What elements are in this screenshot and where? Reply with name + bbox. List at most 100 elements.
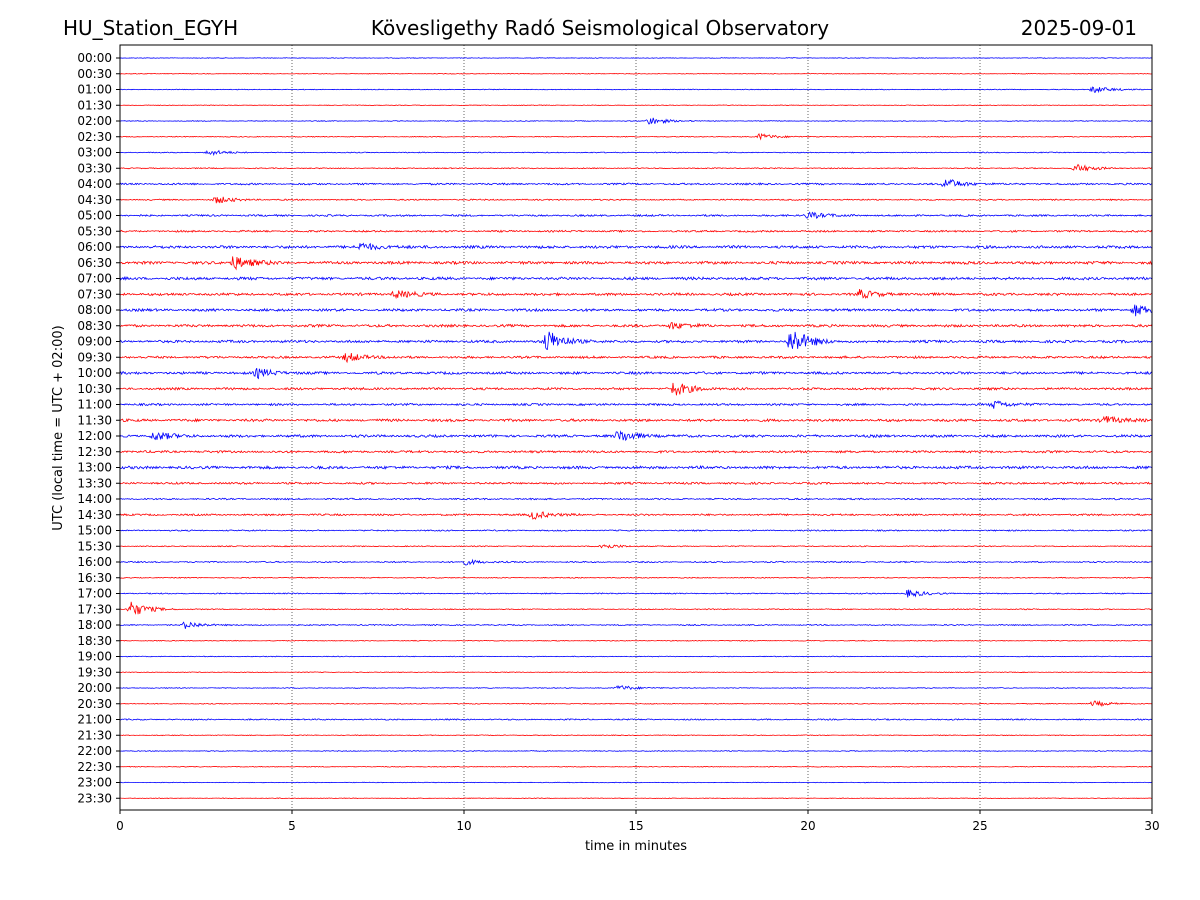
trace-0530 bbox=[119, 229, 1153, 234]
y-axis-label: UTC (local time = UTC + 02:00) bbox=[51, 325, 66, 530]
trace-1000 bbox=[119, 367, 1153, 380]
trace-1800 bbox=[119, 621, 1153, 629]
trace-0830 bbox=[119, 321, 1153, 330]
trace-2330 bbox=[119, 797, 1153, 800]
y-tick-label: 18:30 bbox=[77, 634, 112, 648]
trace-0700 bbox=[119, 276, 1153, 282]
y-tick-label: 04:00 bbox=[77, 177, 112, 191]
y-tick-label: 15:30 bbox=[77, 539, 112, 553]
trace-1600 bbox=[119, 558, 1153, 566]
y-tick-label: 05:30 bbox=[77, 224, 112, 238]
y-tick-label: 06:30 bbox=[77, 256, 112, 270]
trace-1500 bbox=[119, 529, 1153, 532]
trace-0030 bbox=[119, 72, 1153, 75]
x-tick-label: 25 bbox=[972, 819, 987, 833]
trace-2230 bbox=[119, 765, 1153, 768]
trace-2030 bbox=[119, 700, 1153, 707]
y-tick-label: 14:00 bbox=[77, 492, 112, 506]
grid-lines bbox=[291, 45, 981, 810]
seismic-traces bbox=[119, 57, 1153, 800]
y-tick-label: 16:00 bbox=[77, 555, 112, 569]
x-axis-label: time in minutes bbox=[585, 839, 687, 854]
y-tick-label: 03:00 bbox=[77, 146, 112, 160]
y-tick-label: 03:30 bbox=[77, 161, 112, 175]
x-tick-label: 30 bbox=[1144, 819, 1159, 833]
y-tick-label: 20:00 bbox=[77, 681, 112, 695]
y-tick-label: 13:30 bbox=[77, 476, 112, 490]
trace-2300 bbox=[119, 781, 1153, 784]
trace-0000 bbox=[119, 57, 1153, 59]
y-tick-label: 02:30 bbox=[77, 130, 112, 144]
trace-0400 bbox=[119, 178, 1153, 188]
x-tick-label: 20 bbox=[800, 819, 815, 833]
y-tick-label: 10:30 bbox=[77, 382, 112, 396]
y-tick-label: 00:00 bbox=[77, 51, 112, 65]
trace-1900 bbox=[119, 655, 1153, 658]
y-tick-label: 12:00 bbox=[77, 429, 112, 443]
x-ticks: 0 5 10 15 20 25 30 bbox=[116, 810, 1160, 833]
trace-0430 bbox=[119, 196, 1153, 204]
y-tick-label: 07:00 bbox=[77, 272, 112, 286]
trace-2130 bbox=[119, 734, 1153, 737]
y-tick-label: 19:30 bbox=[77, 665, 112, 679]
y-tick-label: 01:30 bbox=[77, 98, 112, 112]
y-tick-label: 11:00 bbox=[77, 398, 112, 412]
x-tick-label: 15 bbox=[628, 819, 643, 833]
trace-0600 bbox=[119, 242, 1153, 251]
x-tick-label: 0 bbox=[116, 819, 124, 833]
trace-2000 bbox=[119, 685, 1153, 691]
trace-0230 bbox=[119, 132, 1153, 141]
trace-1400 bbox=[119, 497, 1153, 501]
y-tick-label: 19:00 bbox=[77, 650, 112, 664]
y-tick-label: 17:30 bbox=[77, 602, 112, 616]
y-tick-label: 21:30 bbox=[77, 728, 112, 742]
trace-1200 bbox=[119, 430, 1153, 442]
y-tick-label: 09:00 bbox=[77, 335, 112, 349]
chart-date: 2025-09-01 bbox=[1020, 16, 1137, 40]
trace-0900 bbox=[119, 331, 1153, 351]
plot-frame bbox=[119, 44, 1153, 811]
y-tick-label: 16:30 bbox=[77, 571, 112, 585]
y-tick-label: 05:00 bbox=[77, 209, 112, 223]
trace-0800 bbox=[119, 304, 1153, 317]
trace-1130 bbox=[119, 415, 1153, 424]
y-tick-label: 13:00 bbox=[77, 461, 112, 475]
y-tick-label: 17:00 bbox=[77, 587, 112, 601]
trace-1930 bbox=[119, 671, 1153, 674]
y-tick-label: 02:00 bbox=[77, 114, 112, 128]
trace-1530 bbox=[119, 544, 1153, 549]
trace-0630 bbox=[119, 256, 1153, 271]
trace-1730 bbox=[119, 601, 1153, 615]
trace-1030 bbox=[119, 382, 1153, 396]
y-tick-label: 23:30 bbox=[77, 791, 112, 805]
y-tick-label: 14:30 bbox=[77, 508, 112, 522]
y-tick-label: 12:30 bbox=[77, 445, 112, 459]
y-tick-label: 21:00 bbox=[77, 713, 112, 727]
y-tick-label: 00:30 bbox=[77, 67, 112, 81]
y-tick-label: 01:00 bbox=[77, 83, 112, 97]
y-tick-label: 10:00 bbox=[77, 366, 112, 380]
y-tick-label: 09:30 bbox=[77, 350, 112, 364]
y-tick-label: 11:30 bbox=[77, 413, 112, 427]
trace-0730 bbox=[119, 289, 1153, 300]
trace-0100 bbox=[119, 86, 1153, 94]
chart-title: Kövesligethy Radó Seismological Observat… bbox=[370, 16, 830, 40]
x-tick-label: 10 bbox=[456, 819, 471, 833]
y-tick-label: 15:00 bbox=[77, 524, 112, 538]
trace-1330 bbox=[119, 481, 1153, 486]
trace-1230 bbox=[119, 449, 1153, 454]
trace-1430 bbox=[119, 511, 1153, 520]
y-tick-label: 20:30 bbox=[77, 697, 112, 711]
y-tick-label: 18:00 bbox=[77, 618, 112, 632]
trace-1700 bbox=[119, 589, 1153, 598]
y-tick-label: 23:00 bbox=[77, 776, 112, 790]
y-tick-label: 04:30 bbox=[77, 193, 112, 207]
trace-0200 bbox=[119, 117, 1153, 125]
trace-0130 bbox=[119, 104, 1153, 107]
x-tick-label: 5 bbox=[288, 819, 296, 833]
trace-2100 bbox=[119, 718, 1153, 721]
trace-1630 bbox=[119, 576, 1153, 579]
trace-2200 bbox=[119, 750, 1153, 752]
